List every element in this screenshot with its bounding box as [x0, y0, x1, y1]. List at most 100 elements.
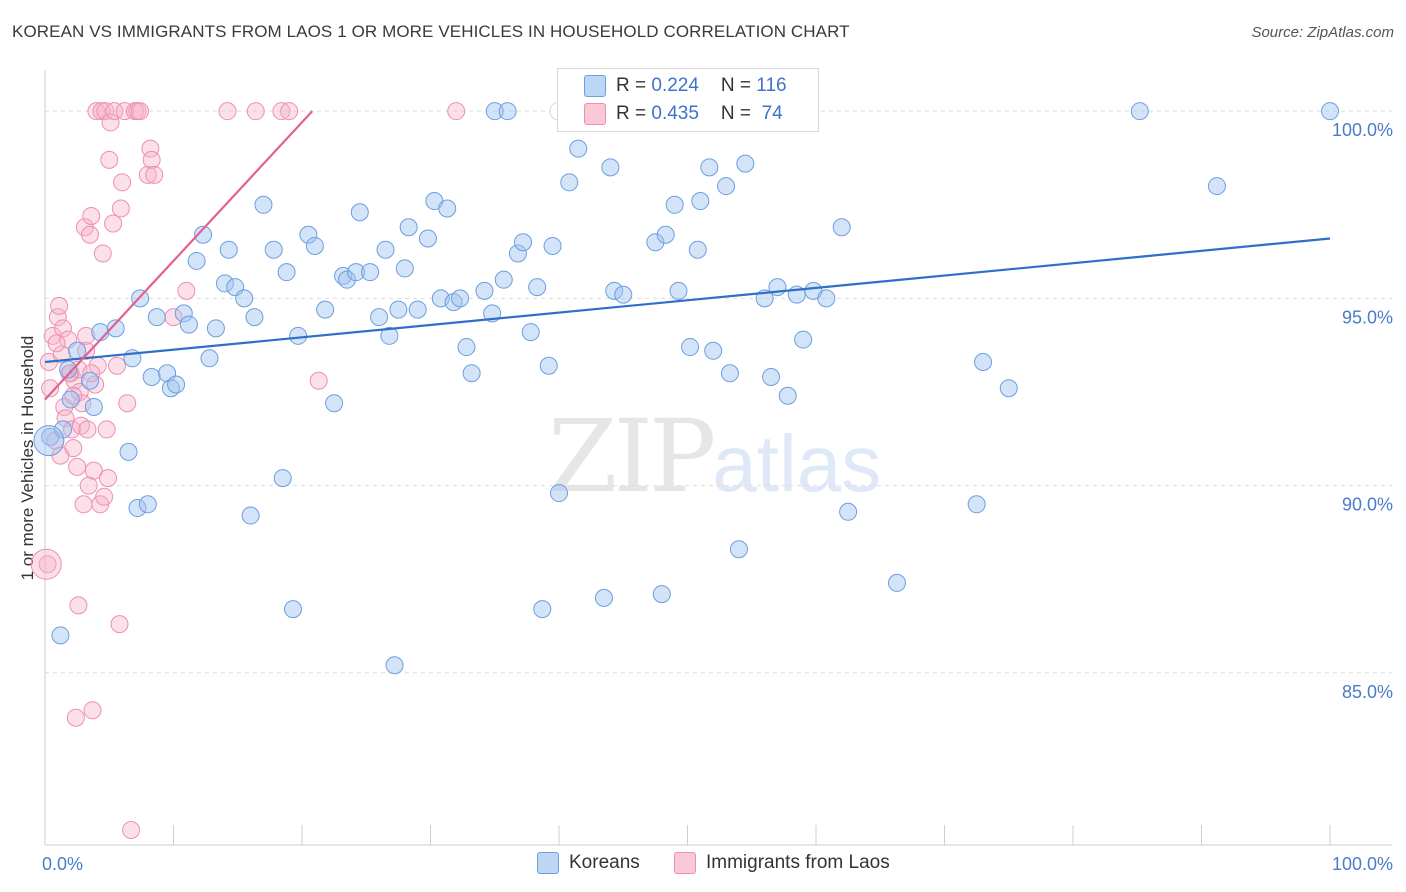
bottom-legend-label-koreans: Koreans — [569, 852, 640, 873]
laos-point — [272, 102, 291, 121]
korean-point — [999, 379, 1018, 398]
legend-r-label: R = — [616, 75, 652, 96]
laos-point — [47, 334, 66, 353]
korean-point — [656, 225, 675, 244]
korean-point — [350, 203, 369, 222]
korean-point — [142, 368, 161, 387]
laos-point — [447, 102, 466, 121]
korean-point — [688, 240, 707, 259]
korean-point — [839, 502, 858, 521]
korean-point — [498, 102, 517, 121]
korean-point — [601, 158, 620, 177]
korean-point — [560, 173, 579, 192]
y-tick-label: 100.0% — [1332, 120, 1393, 140]
laos-point — [113, 173, 132, 192]
laos-point — [122, 821, 141, 840]
laos-point — [309, 371, 328, 390]
laos-point — [50, 296, 69, 315]
korean-point — [514, 233, 533, 252]
korean-point — [1207, 177, 1226, 196]
watermark-atlas: atlas — [712, 419, 882, 508]
korean-point — [438, 199, 457, 218]
korean-point — [128, 499, 147, 518]
legend-swatch-koreans — [584, 75, 606, 97]
legend-row-koreans: R = 0.224 N = 116 — [616, 73, 787, 99]
korean-point — [138, 495, 157, 514]
laos-point — [246, 102, 265, 121]
legend-n-value: 116 — [756, 75, 787, 96]
laos-point — [101, 113, 120, 132]
korean-point — [778, 386, 797, 405]
korean-point — [200, 349, 219, 368]
laos-point — [53, 319, 72, 338]
korean-point — [605, 281, 624, 300]
y-axis-label: 1 or more Vehicles in Household — [18, 336, 37, 581]
laos-point — [131, 102, 150, 121]
laos-point — [41, 379, 60, 398]
korean-point — [325, 394, 344, 413]
watermark: ZIPatlas — [548, 398, 881, 515]
legend-n-label: N = — [720, 103, 757, 124]
korean-point — [594, 588, 613, 607]
korean-point — [646, 233, 665, 252]
korean-point — [68, 341, 87, 360]
laos-point — [74, 495, 93, 514]
laos-point — [52, 345, 71, 364]
korean-point — [147, 308, 166, 327]
laos-point — [111, 199, 130, 218]
laos-point — [98, 469, 117, 488]
korean-point — [385, 656, 404, 675]
y-tick-label: 95.0% — [1342, 307, 1393, 327]
laos-point — [56, 409, 75, 428]
korean-point — [264, 240, 283, 259]
laos-point — [73, 394, 92, 413]
korean-point — [206, 319, 225, 338]
legend-r-label: R = — [616, 103, 652, 124]
korean-point — [681, 338, 700, 357]
korean-point — [289, 326, 308, 345]
laos-point — [104, 214, 123, 233]
legend-n-label: N = — [720, 75, 757, 96]
korean-point — [399, 218, 418, 237]
laos-point — [93, 244, 112, 263]
laos-point — [95, 487, 114, 506]
korean-point — [119, 442, 138, 461]
korean-point — [569, 139, 588, 158]
legend-row-laos: R = 0.435 N = 74 — [616, 101, 783, 127]
korean-point — [179, 315, 198, 334]
laos-point — [84, 461, 103, 480]
korean-point — [80, 371, 99, 390]
korean-point — [967, 495, 986, 514]
bottom-legend: Koreans Immigrants from Laos — [0, 852, 1406, 878]
korean-point — [521, 323, 540, 342]
korean-point — [395, 259, 414, 278]
korean-point — [974, 353, 993, 372]
source-label: Source: ZipAtlas.com — [1251, 24, 1394, 41]
laos-point — [69, 596, 88, 615]
y-tick-label: 85.0% — [1342, 682, 1393, 702]
laos-point — [77, 326, 96, 345]
korean-point — [508, 244, 527, 263]
korean-point — [305, 236, 324, 255]
laos-trend-line — [44, 110, 314, 401]
bottom-legend-koreans: Koreans — [537, 852, 640, 874]
korean-point — [704, 341, 723, 360]
korean-point — [543, 236, 562, 255]
korean-point — [887, 573, 906, 592]
korean-point — [720, 364, 739, 383]
korean-point — [33, 425, 65, 457]
korean-point — [346, 263, 365, 282]
korean-point — [665, 195, 684, 214]
korean-point — [475, 281, 494, 300]
laos-point — [66, 708, 85, 727]
korean-point — [245, 308, 264, 327]
korean-point — [451, 289, 470, 308]
chart-title: KOREAN VS IMMIGRANTS FROM LAOS 1 OR MORE… — [12, 22, 850, 41]
laos-point — [115, 102, 134, 121]
korean-point — [1321, 102, 1339, 121]
korean-point — [219, 240, 238, 259]
korean-point — [652, 585, 671, 604]
korean-point — [51, 626, 70, 645]
laos-point — [105, 102, 124, 121]
